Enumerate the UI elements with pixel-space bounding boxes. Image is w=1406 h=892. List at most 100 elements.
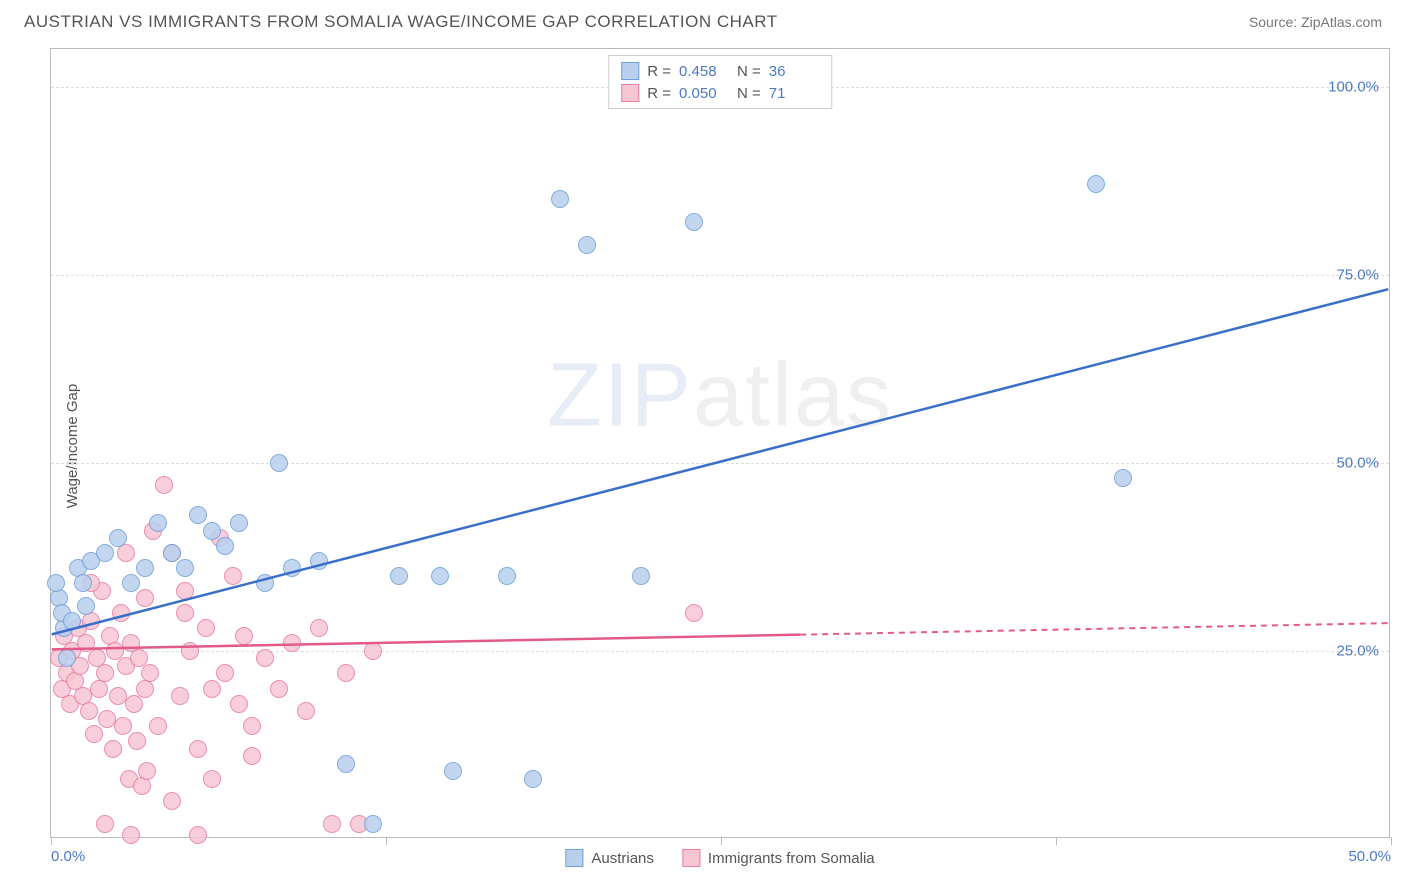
- data-point: [498, 567, 516, 585]
- data-point: [138, 762, 156, 780]
- data-point: [136, 559, 154, 577]
- data-point: [364, 642, 382, 660]
- swatch-somalia-bottom: [682, 849, 700, 867]
- data-point: [96, 544, 114, 562]
- chart-header: AUSTRIAN VS IMMIGRANTS FROM SOMALIA WAGE…: [0, 0, 1406, 40]
- data-point: [112, 604, 130, 622]
- data-point: [230, 695, 248, 713]
- x-tick: [1391, 837, 1392, 845]
- data-point: [390, 567, 408, 585]
- data-point: [114, 717, 132, 735]
- data-point: [283, 634, 301, 652]
- data-point: [176, 582, 194, 600]
- r-value-austrians: 0.458: [679, 63, 729, 80]
- x-tick: [721, 837, 722, 845]
- watermark-atlas: atlas: [693, 345, 893, 445]
- data-point: [80, 702, 98, 720]
- data-point: [1087, 175, 1105, 193]
- data-point: [235, 627, 253, 645]
- data-point: [685, 604, 703, 622]
- trend-line-solid: [52, 635, 801, 650]
- data-point: [632, 567, 650, 585]
- data-point: [216, 664, 234, 682]
- chart-source: Source: ZipAtlas.com: [1249, 14, 1382, 30]
- data-point: [431, 567, 449, 585]
- x-tick: [386, 837, 387, 845]
- data-point: [136, 589, 154, 607]
- trend-line-dashed: [800, 623, 1388, 635]
- data-point: [270, 454, 288, 472]
- data-point: [1114, 469, 1132, 487]
- legend-item-austrians: Austrians: [565, 849, 654, 867]
- data-point: [74, 574, 92, 592]
- data-point: [63, 612, 81, 630]
- data-point: [149, 717, 167, 735]
- swatch-austrians: [621, 62, 639, 80]
- gridline: [51, 463, 1389, 464]
- data-point: [283, 559, 301, 577]
- data-point: [141, 664, 159, 682]
- data-point: [125, 695, 143, 713]
- gridline: [51, 275, 1389, 276]
- swatch-austrians-bottom: [565, 849, 583, 867]
- data-point: [122, 826, 140, 844]
- data-point: [364, 815, 382, 833]
- legend-label-somalia: Immigrants from Somalia: [708, 850, 875, 867]
- data-point: [256, 574, 274, 592]
- data-point: [128, 732, 146, 750]
- data-point: [323, 815, 341, 833]
- x-tick-label-right: 50.0%: [1348, 848, 1391, 865]
- gridline: [51, 651, 1389, 652]
- x-tick-label-left: 0.0%: [51, 848, 85, 865]
- y-tick-label: 50.0%: [1336, 454, 1379, 471]
- legend-row-austrians: R = 0.458 N = 36: [621, 60, 819, 82]
- chart-plot-area: ZIPatlas 25.0%50.0%75.0%100.0% R = 0.458…: [50, 48, 1390, 838]
- watermark: ZIPatlas: [547, 344, 893, 447]
- data-point: [189, 740, 207, 758]
- legend-row-somalia: R = 0.050 N = 71: [621, 82, 819, 104]
- data-point: [524, 770, 542, 788]
- y-tick-label: 75.0%: [1336, 266, 1379, 283]
- data-point: [47, 574, 65, 592]
- data-point: [149, 514, 167, 532]
- data-point: [189, 826, 207, 844]
- n-value-austrians: 36: [769, 63, 819, 80]
- data-point: [310, 552, 328, 570]
- data-point: [58, 649, 76, 667]
- data-point: [551, 190, 569, 208]
- y-tick-label: 25.0%: [1336, 642, 1379, 659]
- data-point: [256, 649, 274, 667]
- data-point: [216, 537, 234, 555]
- data-point: [685, 213, 703, 231]
- data-point: [181, 642, 199, 660]
- data-point: [171, 687, 189, 705]
- data-point: [163, 792, 181, 810]
- data-point: [444, 762, 462, 780]
- data-point: [243, 717, 261, 735]
- x-tick: [51, 837, 52, 845]
- data-point: [96, 815, 114, 833]
- data-point: [96, 664, 114, 682]
- legend-series: Austrians Immigrants from Somalia: [565, 849, 874, 867]
- watermark-zip: ZIP: [547, 345, 693, 445]
- swatch-somalia: [621, 84, 639, 102]
- legend-correlation: R = 0.458 N = 36 R = 0.050 N = 71: [608, 55, 832, 109]
- data-point: [310, 619, 328, 637]
- chart-title: AUSTRIAN VS IMMIGRANTS FROM SOMALIA WAGE…: [24, 12, 778, 32]
- n-label: N =: [737, 63, 761, 80]
- data-point: [203, 770, 221, 788]
- data-point: [230, 514, 248, 532]
- trend-line-solid: [52, 289, 1389, 634]
- x-tick: [1056, 837, 1057, 845]
- n-label: N =: [737, 85, 761, 102]
- data-point: [297, 702, 315, 720]
- n-value-somalia: 71: [769, 85, 819, 102]
- data-point: [189, 506, 207, 524]
- data-point: [85, 725, 103, 743]
- data-point: [176, 559, 194, 577]
- data-point: [337, 755, 355, 773]
- legend-item-somalia: Immigrants from Somalia: [682, 849, 875, 867]
- data-point: [104, 740, 122, 758]
- data-point: [122, 574, 140, 592]
- r-label: R =: [647, 85, 671, 102]
